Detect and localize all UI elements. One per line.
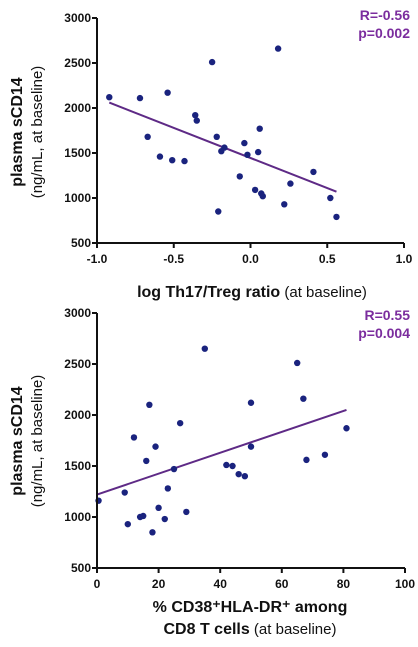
y-tick-label: 500 [71, 561, 91, 575]
data-point [221, 144, 228, 151]
data-point [155, 504, 162, 512]
data-point [256, 125, 263, 132]
x-tick-label: -0.5 [163, 252, 184, 266]
data-point [300, 395, 307, 402]
y-axis-label-units: (ng/mL, at baseline) [29, 375, 46, 508]
data-point [201, 345, 208, 352]
data-point [247, 443, 255, 450]
data-point [181, 157, 188, 165]
points [106, 45, 340, 221]
y-axis-label-units: (ng/mL, at baseline) [29, 66, 46, 199]
data-point [343, 425, 350, 432]
data-point [208, 58, 216, 66]
x-tick-label: 60 [275, 577, 289, 591]
data-point [281, 201, 288, 208]
data-point [247, 399, 255, 406]
y-ticks: 500 1000 1500 2000 2500 3000 [64, 11, 97, 250]
trend-line-group [96, 408, 347, 496]
data-point [259, 193, 266, 200]
data-point [229, 462, 236, 470]
x-tick-label: 0 [94, 577, 101, 591]
data-point [161, 515, 168, 523]
data-point [241, 139, 248, 147]
x-axis-label-line-2: CD8 T cells (at baseline) [164, 621, 337, 638]
data-point [136, 94, 144, 102]
data-point [143, 457, 150, 465]
data-point [130, 434, 138, 441]
y-tick-label: 1000 [64, 191, 91, 205]
data-point [140, 512, 147, 520]
trend-line [96, 408, 347, 496]
y-axis-label-bold: plasma sCD14 [9, 386, 26, 495]
chart-panel-1: plasma sCD14 (ng/mL, at baseline) R=-0.5… [9, 7, 413, 301]
x-tick-label: 40 [214, 577, 228, 591]
data-point [164, 89, 171, 96]
data-point [213, 133, 220, 140]
x-tick-label: -1.0 [87, 252, 108, 266]
data-point [183, 508, 190, 516]
data-point [124, 520, 131, 528]
x-tick-label: 20 [152, 577, 166, 591]
y-tick-label: 1500 [64, 459, 91, 473]
x-ticks: 0 20 40 60 80 100 [94, 568, 415, 591]
x-ticks: -1.0 -0.5 0.0 0.5 1.0 [87, 243, 413, 266]
data-point [176, 419, 184, 427]
data-point [333, 213, 340, 221]
data-point [149, 529, 156, 536]
data-point [192, 112, 199, 119]
chart-panel-2: plasma sCD14 (ng/mL, at baseline) R=0.55… [9, 306, 415, 638]
y-tick-label: 1500 [64, 146, 91, 160]
data-point [244, 151, 251, 158]
data-point [170, 465, 178, 473]
data-point [106, 94, 113, 101]
y-ticks: 500 1000 1500 2000 2500 3000 [64, 306, 97, 575]
x-tick-label: 80 [337, 577, 351, 591]
stat-r: R=-0.56 [360, 7, 410, 23]
data-point [164, 485, 172, 492]
data-point [144, 133, 151, 140]
y-tick-label: 3000 [64, 306, 91, 320]
data-point [241, 473, 249, 480]
data-point [215, 208, 222, 215]
y-tick-label: 2000 [64, 101, 91, 115]
x-tick-label: 1.0 [396, 252, 413, 266]
data-point [327, 194, 334, 202]
points [95, 345, 350, 536]
y-tick-label: 2500 [64, 357, 91, 371]
y-axis-label-bold: plasma sCD14 [9, 77, 26, 186]
data-point [294, 359, 301, 367]
data-point [321, 451, 329, 458]
data-point [254, 148, 262, 156]
data-point [223, 461, 230, 469]
stat-r: R=0.55 [364, 307, 410, 323]
y-tick-label: 1000 [64, 510, 91, 524]
x-tick-label: 100 [395, 577, 415, 591]
data-point [274, 45, 282, 52]
data-point [235, 470, 242, 478]
x-axis-label-line-1: % CD38⁺HLA-DR⁺ among [153, 599, 348, 616]
data-point [121, 489, 128, 496]
data-point [251, 186, 259, 194]
stat-p: p=0.002 [358, 25, 410, 41]
data-point [287, 180, 294, 187]
x-tick-label: 0.5 [319, 252, 336, 266]
x-tick-label: 0.0 [242, 252, 259, 266]
data-point [310, 168, 317, 176]
data-point [169, 157, 176, 164]
y-tick-label: 2000 [64, 408, 91, 422]
data-point [146, 401, 153, 408]
data-point [193, 117, 200, 124]
data-point [152, 443, 159, 450]
stat-p: p=0.004 [358, 325, 410, 341]
data-point [156, 153, 164, 160]
y-tick-label: 500 [71, 236, 91, 250]
data-point [303, 456, 310, 464]
y-tick-label: 3000 [64, 11, 91, 25]
y-tick-label: 2500 [64, 56, 91, 70]
data-point [236, 173, 243, 180]
x-axis-label: log Th17/Treg ratio (at baseline) [137, 284, 367, 301]
